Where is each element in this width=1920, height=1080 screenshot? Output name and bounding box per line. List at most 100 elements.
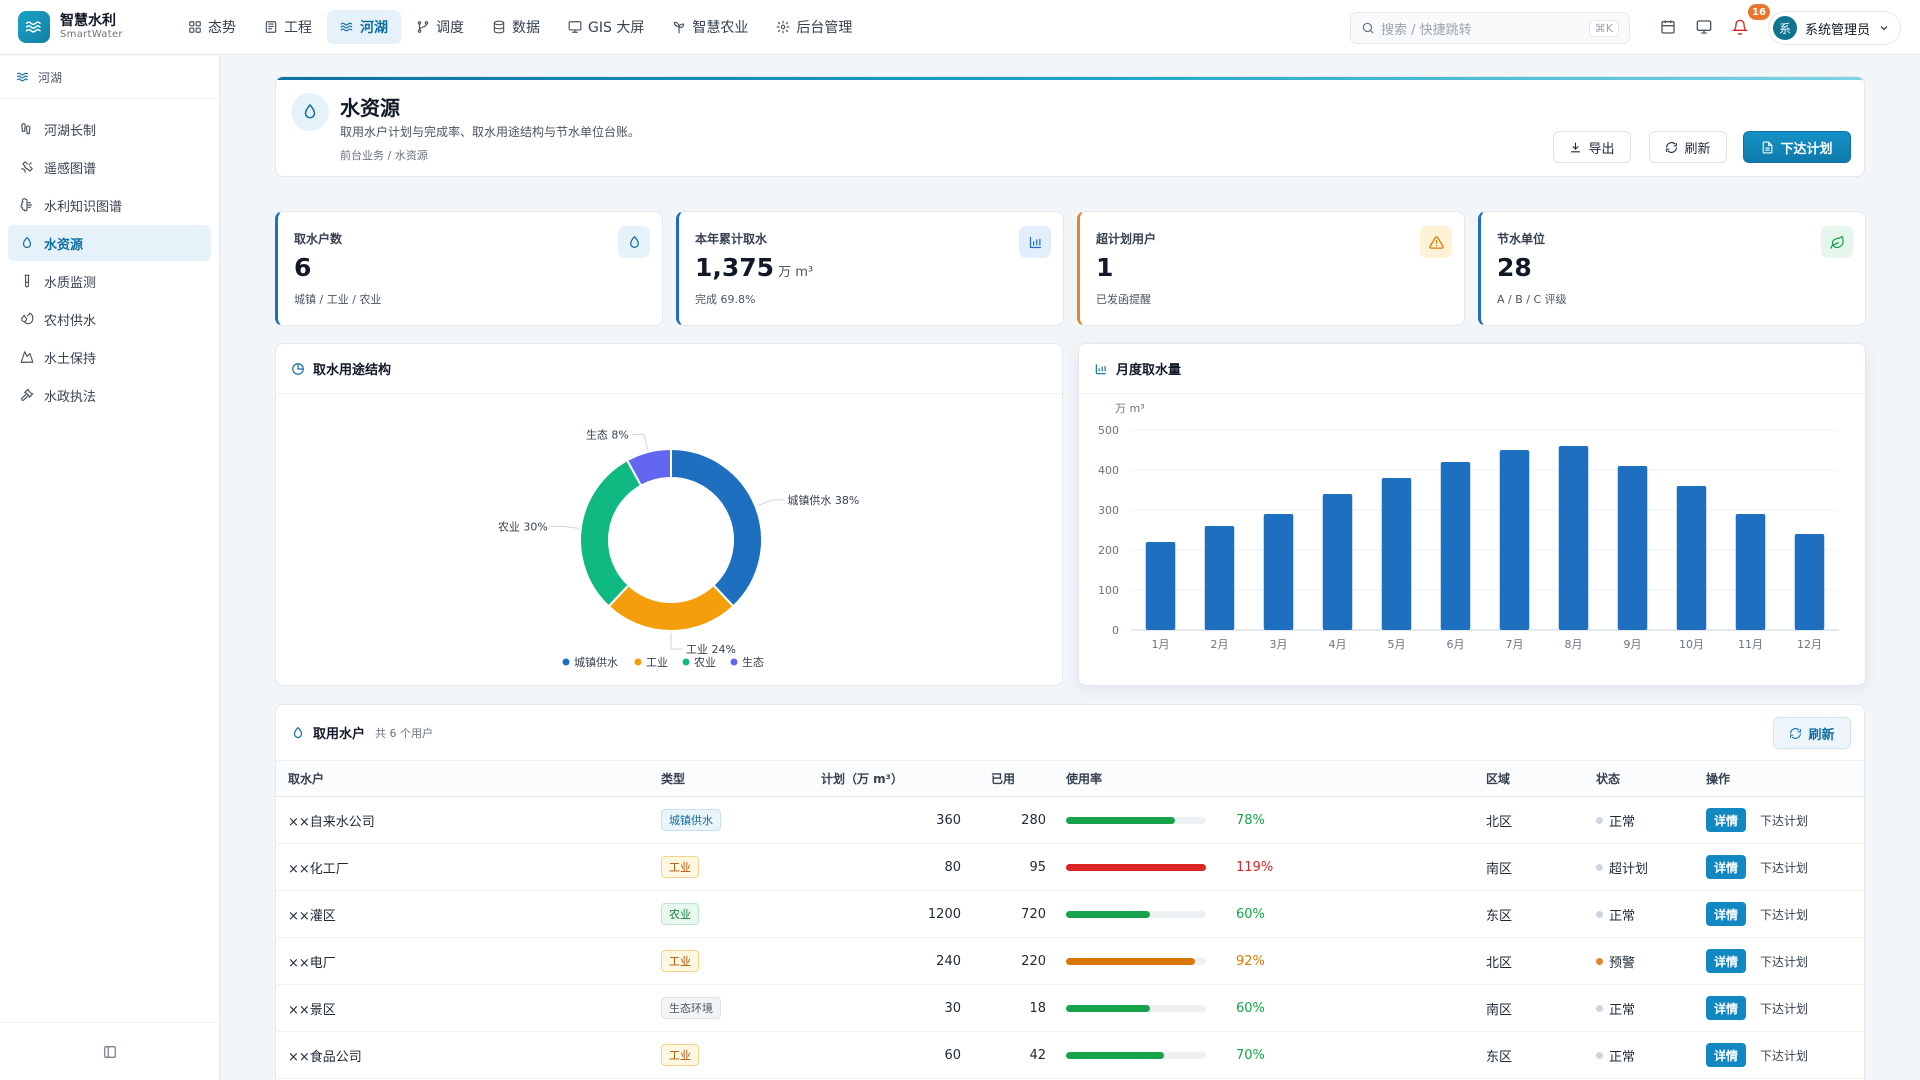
bar-5月[interactable] (1381, 478, 1412, 630)
table-row[interactable]: ××化工厂 工业 80 95 119% 南区 超计划 详情 下达计划 (276, 844, 1864, 891)
monitor-icon[interactable] (1694, 17, 1714, 37)
issue-plan-link[interactable]: 下达计划 (1760, 1001, 1809, 1016)
row-usage-bar (1066, 1032, 1206, 1078)
legend-item-0[interactable]: 城镇供水 (562, 655, 619, 669)
row-region: 北区 (1486, 814, 1513, 830)
bar-7月[interactable] (1499, 450, 1530, 630)
issue-plan-link[interactable]: 下达计划 (1760, 907, 1809, 922)
bar-chart-icon (1095, 363, 1106, 374)
detail-button[interactable]: 详情 (1706, 996, 1747, 1020)
row-status: 超计划 (1596, 844, 1648, 890)
nav-item-label: 数据 (512, 20, 540, 36)
nav-item-6[interactable]: 智慧农业 (659, 10, 761, 44)
row-usage-rate: 78% (1236, 812, 1265, 828)
column-header[interactable]: 已用 (991, 772, 1016, 786)
sidebar-item-label: 水政执法 (44, 389, 97, 405)
sidebar-section-title: 河湖 (38, 70, 63, 85)
column-header[interactable]: 区域 (1486, 772, 1511, 786)
legend-marker (562, 658, 570, 666)
sidebar-item-4[interactable]: 水质监测 (8, 263, 211, 299)
pie-slice-0[interactable] (670, 447, 763, 608)
row-region: 南区 (1486, 861, 1513, 877)
nav-item-0[interactable]: 态势 (175, 10, 249, 44)
issue-plan-link[interactable]: 下达计划 (1760, 860, 1809, 875)
detail-button[interactable]: 详情 (1706, 949, 1747, 973)
legend-label: 工业 (646, 656, 668, 669)
sidebar-item-6[interactable]: 水土保持 (8, 339, 211, 375)
calendar-icon[interactable] (1658, 17, 1678, 37)
bar-10月[interactable] (1676, 486, 1707, 630)
droplet-icon (22, 236, 32, 249)
brand[interactable]: 智慧水利 SmartWater (0, 0, 175, 55)
bar-6月[interactable] (1440, 462, 1471, 630)
detail-button[interactable]: 详情 (1706, 902, 1747, 926)
bar-8月[interactable] (1558, 446, 1589, 630)
sidebar-item-0[interactable]: 河湖长制 (8, 111, 211, 147)
column-header[interactable]: 取水户 (288, 772, 325, 786)
issue-plan-link[interactable]: 下达计划 (1760, 813, 1809, 828)
bar-12月[interactable] (1794, 534, 1825, 630)
row-type: 工业 (661, 938, 699, 984)
pie-slice-3[interactable] (625, 447, 672, 488)
column-header[interactable]: 使用率 (1066, 772, 1103, 786)
sidebar-item-label: 水利知识图谱 (44, 199, 123, 215)
column-header[interactable]: 状态 (1596, 772, 1621, 786)
nav-item-2[interactable]: 河湖 (327, 10, 401, 44)
sidebar-collapse-button[interactable] (0, 1022, 219, 1080)
user-menu[interactable]: 系 系统管理员 (1768, 11, 1902, 45)
monitor-icon (568, 21, 582, 33)
row-used: 18 (1029, 1000, 1046, 1016)
table-row[interactable]: ××电厂 工业 240 220 92% 北区 预警 详情 下达计划 (276, 938, 1864, 985)
search-input[interactable]: 搜索 / 快捷跳转 ⌘K (1350, 12, 1630, 44)
table-row[interactable]: ××食品公司 工业 60 42 70% 东区 正常 详情 下达计划 (276, 1032, 1864, 1079)
sidebar-item-3[interactable]: 水资源 (8, 225, 211, 261)
bar-11月[interactable] (1735, 514, 1766, 630)
bar-1月[interactable] (1145, 542, 1176, 630)
bar-4月[interactable] (1322, 494, 1353, 630)
pie-slice-2[interactable] (579, 458, 643, 608)
legend-item-1[interactable]: 工业 (634, 656, 669, 669)
sidebar-item-2[interactable]: 水利知识图谱 (8, 187, 211, 223)
bell-icon[interactable] (1730, 17, 1750, 37)
stat-icon-box (1019, 226, 1051, 258)
nav-item-3[interactable]: 调度 (403, 10, 477, 44)
detail-button[interactable]: 详情 (1706, 1043, 1747, 1067)
pie-slice-1[interactable] (607, 583, 735, 632)
row-type: 工业 (661, 1032, 699, 1078)
page-title: 水资源 (340, 96, 400, 120)
bar-3月[interactable] (1263, 514, 1294, 630)
nav-item-label: 后台管理 (796, 20, 853, 36)
table-refresh-button[interactable]: 刷新 (1773, 717, 1851, 749)
bar-2月[interactable] (1204, 526, 1235, 630)
issue-plan-button[interactable]: 下达计划 (1743, 131, 1851, 163)
row-plan: 1200 (927, 906, 961, 922)
legend-marker (634, 658, 642, 666)
sidebar-item-5[interactable]: 农村供水 (8, 301, 211, 337)
user-name: 系统管理员 (1805, 22, 1871, 38)
table-row[interactable]: ××灌区 农业 1200 720 60% 东区 正常 详情 下达计划 (276, 891, 1864, 938)
row-used: 220 (1021, 953, 1046, 969)
column-header[interactable]: 类型 (661, 772, 686, 786)
legend-item-2[interactable]: 农业 (682, 655, 717, 669)
sidebar-item-1[interactable]: 遥感图谱 (8, 149, 211, 185)
column-header[interactable]: 操作 (1706, 772, 1731, 786)
table-row[interactable]: ××景区 生态环境 30 18 60% 南区 正常 详情 下达计划 (276, 985, 1864, 1032)
column-header[interactable]: 计划（万 m³） (821, 772, 903, 786)
table-count: 共 6 个用户 (375, 726, 434, 740)
table-row[interactable]: ××自来水公司 城镇供水 360 280 78% 北区 正常 详情 下达计划 (276, 797, 1864, 844)
export-button[interactable]: 导出 (1553, 131, 1631, 163)
issue-plan-link[interactable]: 下达计划 (1760, 1048, 1809, 1063)
issue-plan-link[interactable]: 下达计划 (1760, 954, 1809, 969)
bar-9月[interactable] (1617, 466, 1648, 630)
nav-item-1[interactable]: 工程 (251, 10, 325, 44)
nav-item-5[interactable]: GIS 大屏 (555, 10, 657, 44)
detail-button[interactable]: 详情 (1706, 808, 1747, 832)
sidebar-item-7[interactable]: 水政执法 (8, 377, 211, 413)
nav-item-4[interactable]: 数据 (479, 10, 553, 44)
refresh-button[interactable]: 刷新 (1649, 131, 1727, 163)
pie-leader-line (670, 633, 683, 650)
detail-button[interactable]: 详情 (1706, 855, 1747, 879)
nav-item-7[interactable]: 后台管理 (763, 10, 865, 44)
legend-item-3[interactable]: 生态 (730, 655, 765, 669)
x-tick-label: 10月 (1679, 638, 1704, 651)
